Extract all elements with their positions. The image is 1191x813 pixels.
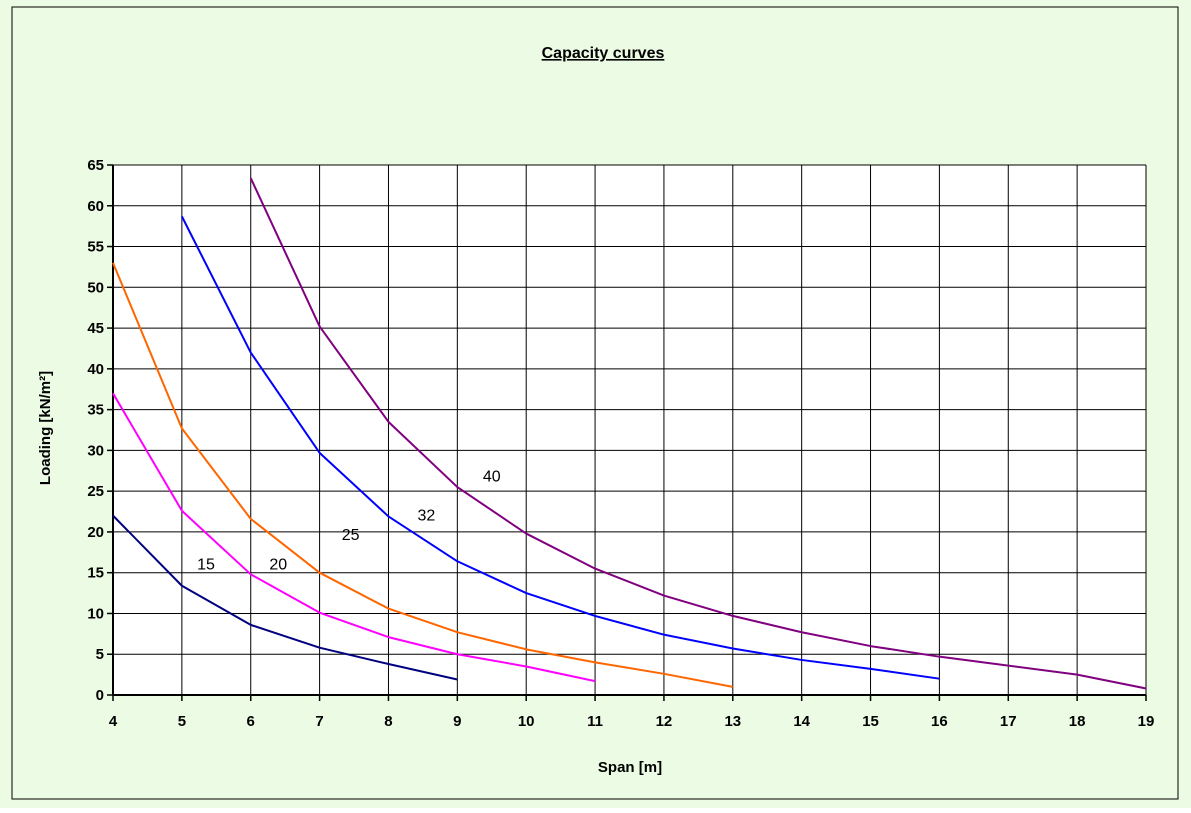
x-axis-title: Span [m] [598,759,662,776]
y-tick-label: 55 [87,239,104,256]
y-tick-label: 50 [87,279,104,296]
x-tick-label: 10 [518,713,535,730]
y-tick-label: 10 [87,605,104,622]
x-tick-label: 16 [931,713,948,730]
series-line-20 [112,392,596,683]
series-label-40: 40 [483,468,501,485]
series-lines [112,177,1147,690]
x-tick-label: 11 [587,713,603,730]
series-label-15: 15 [197,556,215,573]
y-tick-label: 20 [87,524,104,541]
y-tick-label: 5 [96,646,104,663]
x-tick-label: 18 [1069,713,1086,730]
x-tick-label: 17 [1000,713,1017,730]
x-tick-label: 14 [793,713,810,730]
x-tick-label: 5 [178,713,186,730]
y-axis-title: Loading [kN/m²] [37,371,54,485]
series-label-20: 20 [269,556,287,573]
axes [112,165,1146,696]
series-line-32 [180,215,940,680]
x-tick-label: 15 [862,713,879,730]
series-line-25 [112,262,733,688]
x-tick-label: 6 [247,713,255,730]
series-line-15 [112,514,458,681]
y-tick-label: 0 [96,687,104,704]
x-tick-label: 7 [315,713,323,730]
y-tick-label: 65 [87,157,104,174]
y-axis-ticks: 0 5 10 15 20 25 30 35 40 45 50 55 60 65 [87,157,113,704]
series-line-40 [249,177,1147,690]
x-axis-ticks: 4 5 6 7 8 9 10 11 12 13 14 15 16 17 18 19 [109,695,1155,730]
series-label-32: 32 [417,508,435,525]
y-tick-label: 40 [87,361,104,378]
x-tick-label: 19 [1138,713,1155,730]
x-tick-label: 12 [656,713,673,730]
y-tick-label: 60 [87,198,104,215]
chart-area-border [11,6,1179,800]
y-tick-label: 35 [87,402,104,419]
y-tick-label: 25 [87,483,104,500]
x-tick-label: 13 [724,713,741,730]
x-tick-label: 8 [384,713,392,730]
x-tick-label: 9 [453,713,461,730]
plot-area-background [113,165,1146,695]
chart-title: Capacity curves [542,45,665,62]
x-tick-label: 4 [109,713,118,730]
series-labels: 15 20 25 32 40 [197,468,501,573]
series-label-25: 25 [342,527,360,544]
y-tick-label: 30 [87,442,104,459]
y-tick-label: 45 [87,320,104,337]
y-tick-label: 15 [87,565,104,582]
